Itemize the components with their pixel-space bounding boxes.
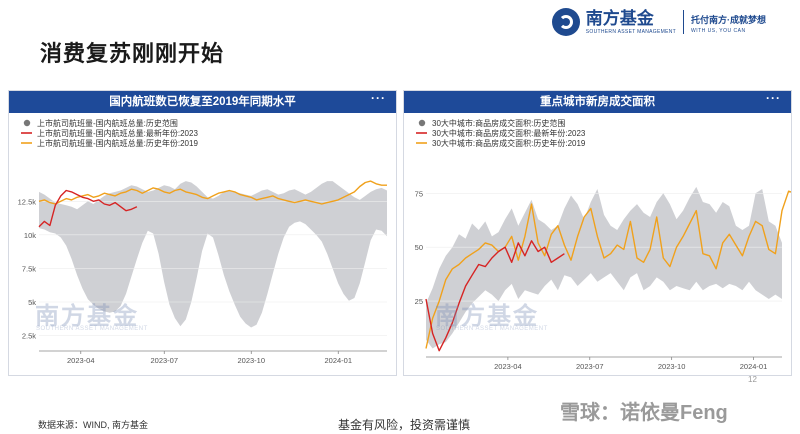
series-line-2019 bbox=[38, 180, 387, 205]
housing-chart-panel: 重点城市新房成交面积 ··· 30大中城市:商品房成交面积:历史范围 30大中城市… bbox=[403, 90, 792, 376]
legend-label: 30大中城市:商品房成交面积:历史范围 bbox=[432, 118, 565, 128]
logo-name-en: SOUTHERN ASSET MANAGEMENT bbox=[585, 28, 676, 35]
risk-disclaimer: 基金有风险，投资需谨慎 bbox=[338, 418, 471, 432]
x-tick-label: 2023-07 bbox=[151, 356, 179, 365]
y-tick-label: 7.5k bbox=[22, 264, 36, 273]
legend-label: 上市航司航班量-国内航班总量:最新年份:2023 bbox=[37, 128, 198, 138]
y-tick-label: 5k bbox=[28, 298, 36, 307]
y-tick-label: 50 bbox=[415, 243, 423, 252]
page-title: 消费复苏刚刚开始 bbox=[40, 41, 225, 66]
housing-chart: 30大中城市:商品房成交面积:历史范围30大中城市:商品房成交面积:最新年份:2… bbox=[415, 118, 791, 371]
x-tick-label: 2024-01 bbox=[325, 356, 353, 365]
legend-marker bbox=[23, 119, 31, 127]
y-tick-label: 10k bbox=[24, 231, 36, 240]
logo-watermark-en: SOUTHERN ASSET MANAGEMENT bbox=[36, 326, 148, 332]
legend-label: 30大中城市:商品房成交面积:历史年份:2019 bbox=[432, 138, 586, 148]
social-watermark: 雪球：诺依曼Feng bbox=[560, 402, 728, 424]
flight-chart-panel: 国内航班数已恢复至2019年同期水平 ··· 上市航司航班量-国内航班总量:历史… bbox=[8, 90, 397, 376]
x-tick-label: 2024-01 bbox=[740, 362, 768, 371]
page-number: 12 bbox=[748, 375, 757, 384]
flight-chart-header: 国内航班数已恢复至2019年同期水平 ··· bbox=[9, 91, 396, 113]
legend-label: 上市航司航班量-国内航班总量:历史年份:2019 bbox=[37, 138, 198, 148]
series-line-2019 bbox=[425, 190, 791, 349]
x-tick-label: 2023-04 bbox=[494, 362, 522, 371]
logo-watermark: 南方基金 bbox=[35, 303, 139, 330]
y-tick-label: 25 bbox=[415, 297, 423, 306]
series-line-2023 bbox=[38, 189, 138, 228]
data-source-note: 数据来源：WIND, 南方基金 bbox=[38, 420, 148, 430]
logo-name: 南方基金 bbox=[585, 8, 654, 28]
y-tick-label: 75 bbox=[415, 189, 423, 198]
housing-chart-header: 重点城市新房成交面积 ··· bbox=[404, 91, 791, 113]
x-tick-label: 2023-04 bbox=[67, 356, 95, 365]
history-range-band bbox=[426, 186, 782, 349]
legend-marker bbox=[418, 119, 426, 127]
y-tick-label: 12.5k bbox=[18, 197, 37, 206]
housing-chart-title: 重点城市新房成交面积 bbox=[540, 96, 655, 108]
flight-chart: 上市航司航班量-国内航班总量:历史范围上市航司航班量-国内航班总量:最新年份:2… bbox=[18, 118, 387, 365]
history-range-band bbox=[39, 181, 387, 328]
logo-slogan-en: WITH US, YOU CAN bbox=[691, 28, 746, 34]
logo-slogan-block: 托付南方·成就梦想 WITH US, YOU CAN bbox=[691, 10, 766, 34]
logo-slogan: 托付南方·成就梦想 bbox=[691, 15, 766, 25]
logo-mark-icon bbox=[551, 8, 580, 36]
more-options-icon[interactable]: ··· bbox=[371, 91, 386, 105]
logo-watermark: 南方基金 bbox=[435, 303, 539, 330]
flight-chart-title: 国内航班数已恢复至2019年同期水平 bbox=[109, 96, 296, 108]
y-tick-label: 2.5k bbox=[22, 332, 36, 341]
legend-label: 30大中城市:商品房成交面积:最新年份:2023 bbox=[432, 128, 586, 138]
more-options-icon[interactable]: ··· bbox=[766, 91, 781, 105]
x-tick-label: 2023-10 bbox=[238, 356, 266, 365]
x-tick-label: 2023-07 bbox=[576, 362, 604, 371]
logo-watermark-en: SOUTHERN ASSET MANAGEMENT bbox=[436, 326, 548, 332]
series-line-2023 bbox=[425, 240, 565, 352]
logo-divider bbox=[683, 10, 684, 34]
brand-logo: 南方基金 SOUTHERN ASSET MANAGEMENT 托付南方·成就梦想… bbox=[551, 4, 766, 40]
legend-label: 上市航司航班量-国内航班总量:历史范围 bbox=[37, 118, 178, 128]
logo-name-block: 南方基金 SOUTHERN ASSET MANAGEMENT bbox=[585, 8, 676, 35]
x-tick-label: 2023-10 bbox=[658, 362, 686, 371]
